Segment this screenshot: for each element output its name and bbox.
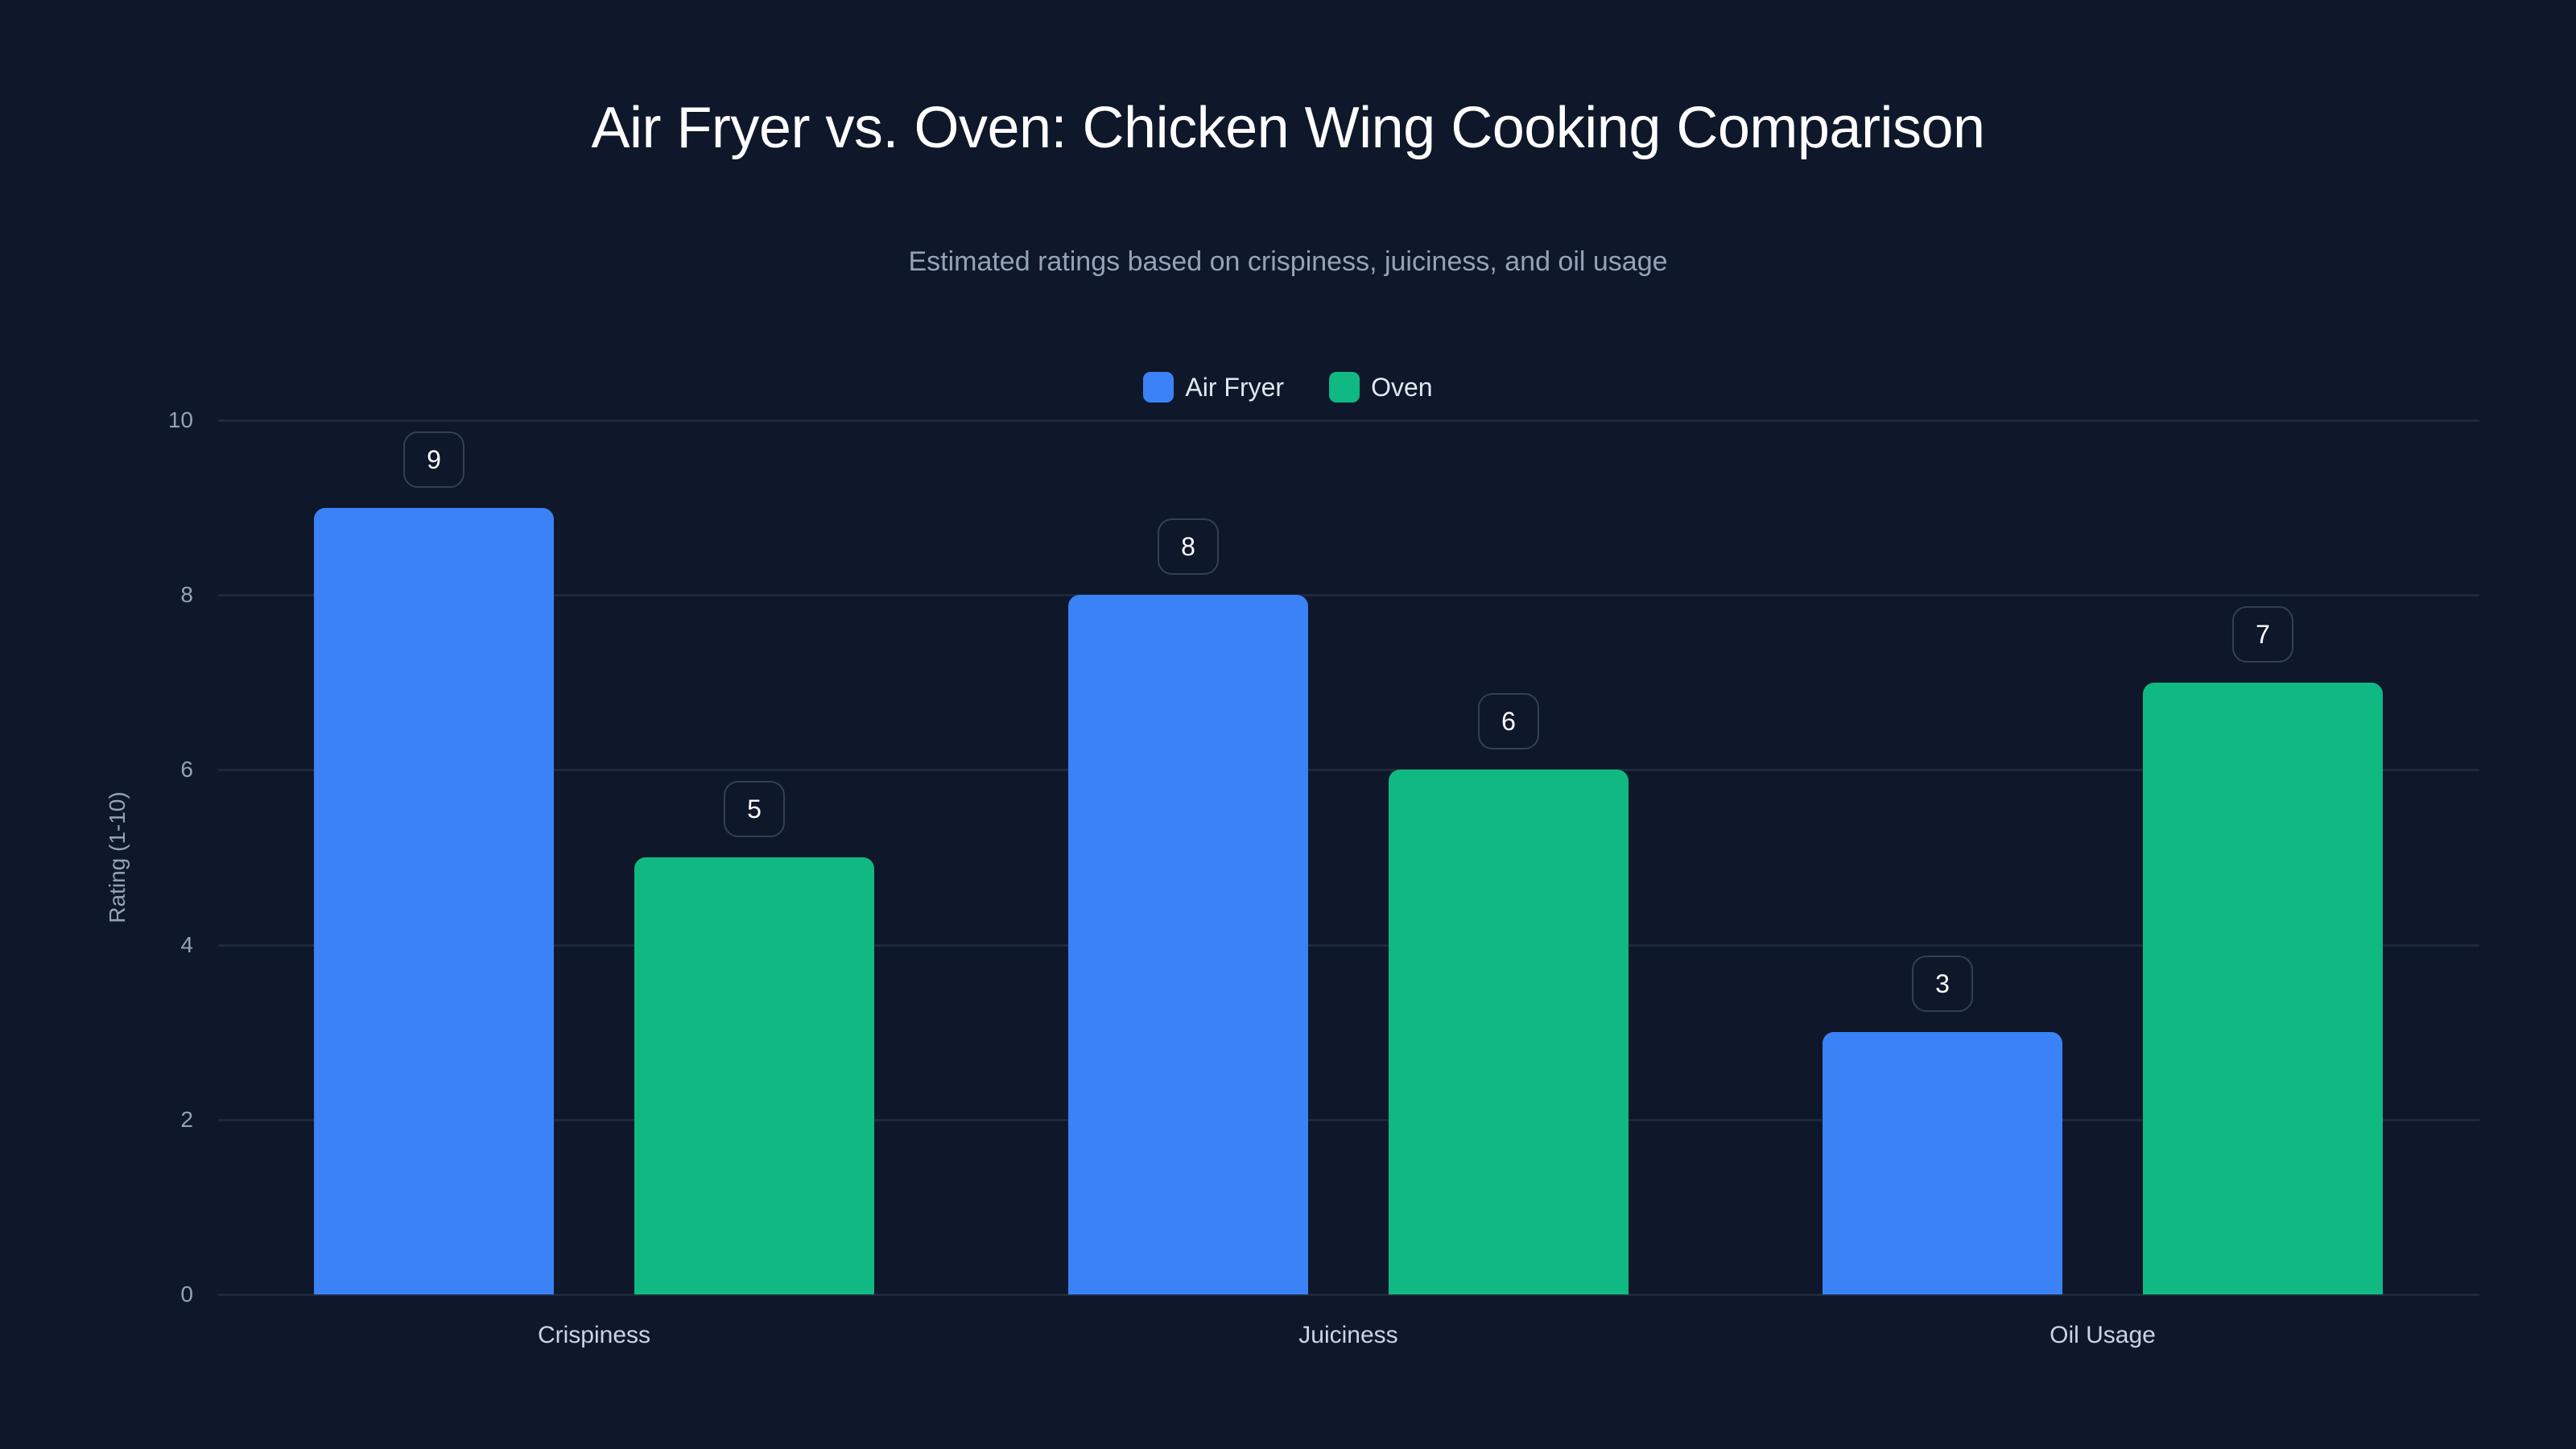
bar-oven-juiciness[interactable] bbox=[1389, 770, 1629, 1294]
y-tick-6: 6 bbox=[180, 757, 193, 782]
y-tick-0: 0 bbox=[180, 1282, 193, 1307]
y-tick-10: 10 bbox=[167, 407, 193, 432]
gridline-4 bbox=[218, 944, 2479, 947]
bar-air-fryer-crispiness[interactable] bbox=[314, 508, 554, 1294]
gridline-2 bbox=[218, 1119, 2479, 1121]
bar-oven-oil-usage[interactable] bbox=[2143, 683, 2383, 1294]
legend: Air Fryer Oven bbox=[0, 372, 2576, 402]
value-label-oven-oil-usage: 7 bbox=[2232, 606, 2293, 663]
value-label-air-fryer-oil-usage: 3 bbox=[1912, 956, 1973, 1012]
legend-swatch-oven bbox=[1329, 372, 1360, 402]
y-axis-label: Rating (1-10) bbox=[105, 791, 130, 923]
x-tick-crispiness: Crispiness bbox=[537, 1322, 651, 1348]
legend-item-oven[interactable]: Oven bbox=[1329, 372, 1433, 402]
bar-oven-crispiness[interactable] bbox=[634, 857, 874, 1294]
y-tick-2: 2 bbox=[180, 1107, 193, 1132]
x-tick-juiciness: Juiciness bbox=[1298, 1322, 1398, 1348]
gridline-0 bbox=[218, 1294, 2479, 1296]
chart-subtitle: Estimated ratings based on crispiness, j… bbox=[908, 246, 1668, 277]
y-tick-8: 8 bbox=[180, 582, 193, 607]
bar-air-fryer-juiciness[interactable] bbox=[1068, 595, 1308, 1294]
bar-air-fryer-oil-usage[interactable] bbox=[1823, 1032, 2062, 1294]
plot-area: 9 5 8 6 3 7 bbox=[218, 419, 2479, 1296]
legend-label-air-fryer: Air Fryer bbox=[1185, 372, 1285, 402]
chart-title: Air Fryer vs. Oven: Chicken Wing Cooking… bbox=[591, 96, 1985, 160]
gridline-8 bbox=[218, 594, 2479, 597]
legend-swatch-air-fryer bbox=[1143, 372, 1174, 402]
value-label-oven-juiciness: 6 bbox=[1478, 693, 1539, 749]
x-tick-oil-usage: Oil Usage bbox=[2050, 1322, 2156, 1348]
value-label-oven-crispiness: 5 bbox=[724, 781, 785, 837]
legend-item-air-fryer[interactable]: Air Fryer bbox=[1143, 372, 1284, 402]
value-label-air-fryer-juiciness: 8 bbox=[1158, 518, 1219, 575]
value-label-air-fryer-crispiness: 9 bbox=[403, 431, 464, 488]
y-tick-4: 4 bbox=[180, 932, 193, 957]
legend-label-oven: Oven bbox=[1371, 372, 1433, 402]
gridline-10 bbox=[218, 419, 2479, 422]
gridline-6 bbox=[218, 769, 2479, 771]
